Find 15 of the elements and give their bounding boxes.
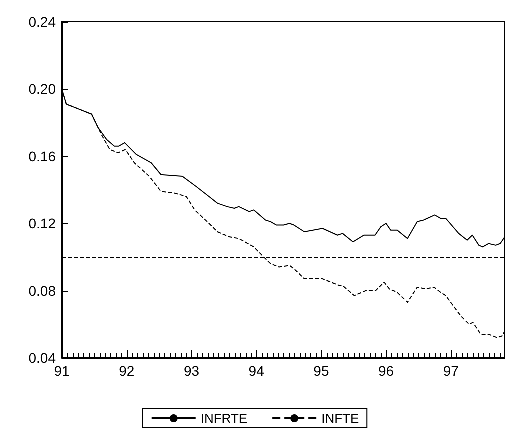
y-tick-label: 0.04 xyxy=(28,350,56,366)
x-tick-label: 92 xyxy=(119,363,135,379)
legend-label: INFTE xyxy=(322,411,360,426)
y-tick-label: 0.20 xyxy=(28,81,56,98)
y-tick-label: 0.16 xyxy=(28,148,56,164)
x-tick-label: 96 xyxy=(378,363,394,379)
y-tick-label: 0.12 xyxy=(28,216,56,232)
x-tick-label: 93 xyxy=(184,363,200,379)
x-tick-label: 95 xyxy=(314,363,330,379)
x-tick-label: 94 xyxy=(248,363,265,379)
legend-label: INFRTE xyxy=(200,411,248,426)
x-tick-label: 97 xyxy=(443,363,460,379)
y-tick-label: 0.08 xyxy=(28,282,56,299)
y-tick-label: 0.24 xyxy=(28,14,56,30)
x-tick-label: 91 xyxy=(54,363,70,379)
